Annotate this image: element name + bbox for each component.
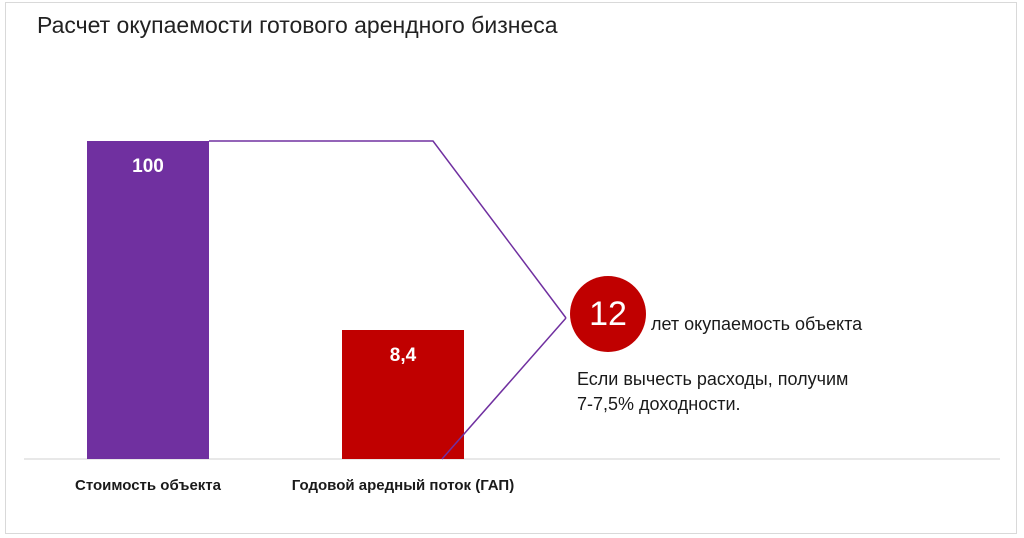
bar-value-label: 100 xyxy=(132,156,164,177)
chart-title: Расчет окупаемости готового арендного би… xyxy=(37,12,558,38)
payback-text: лет окупаемость объекта xyxy=(651,314,863,334)
bar-godovoy-potok xyxy=(342,330,464,459)
payback-badge: 12 xyxy=(570,276,646,352)
category-label: Стоимость объекта xyxy=(74,477,221,494)
connector-line-bottom xyxy=(441,317,567,460)
category-label: Годовой аредный поток (ГАП) xyxy=(291,477,515,494)
connector-line-top xyxy=(209,140,567,319)
bar-stoimost-obekta xyxy=(87,141,209,459)
expenses-note: Если вычесть расходы, получим 7-7,5% дох… xyxy=(577,369,849,414)
bar-value-label: 8,4 xyxy=(389,345,417,366)
chart-frame xyxy=(5,2,1017,534)
